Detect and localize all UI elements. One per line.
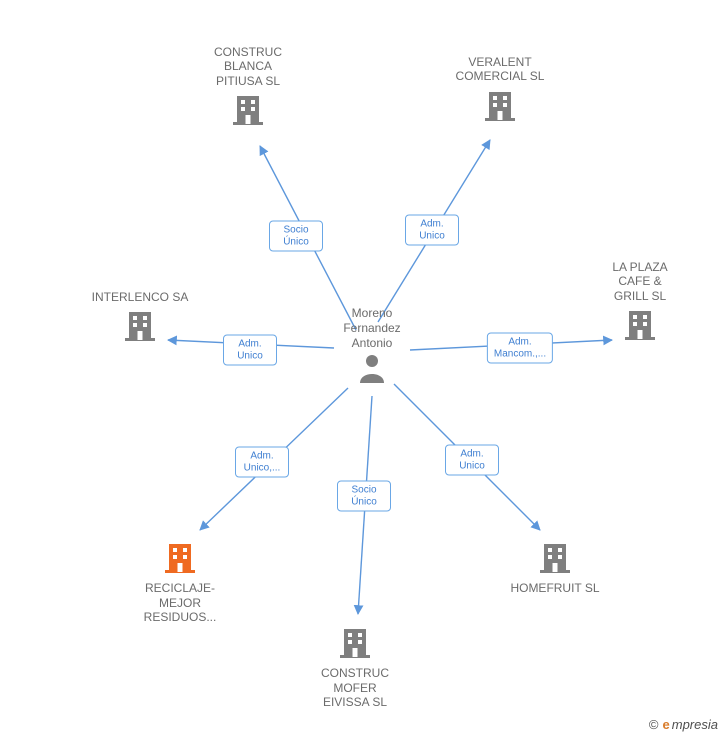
company-node-la-plaza-cafe-grill[interactable]: LA PLAZA CAFE & GRILL SL xyxy=(585,260,695,345)
company-label: CONSTRUC MOFER EIVISSA SL xyxy=(300,666,410,709)
center-label: Moreno Fernandez Antonio xyxy=(317,306,427,351)
company-node-reciclaje-mejor-residuos[interactable]: RECICLAJE- MEJOR RESIDUOS... xyxy=(125,540,235,625)
company-label: CONSTRUC BLANCA PITIUSA SL xyxy=(193,45,303,88)
building-icon xyxy=(538,563,572,577)
edge-label: Adm. Unico xyxy=(405,215,459,246)
brand-first-letter: e xyxy=(663,717,670,732)
edge-label: Socio Único xyxy=(269,221,323,252)
edge-label: Socio Único xyxy=(337,481,391,512)
center-person-node[interactable]: Moreno Fernandez Antonio xyxy=(317,306,427,387)
copyright-symbol: © xyxy=(649,717,659,732)
watermark: © empresia xyxy=(649,717,718,732)
building-icon xyxy=(623,330,657,344)
company-label: INTERLENCO SA xyxy=(85,290,195,304)
building-icon xyxy=(163,563,197,577)
company-node-interlenco[interactable]: INTERLENCO SA xyxy=(85,290,195,346)
company-label: VERALENT COMERCIAL SL xyxy=(445,55,555,84)
building-icon xyxy=(338,648,372,662)
edge-label: Adm. Unico,... xyxy=(235,447,289,478)
edge-label: Adm. Mancom.,... xyxy=(487,333,553,364)
company-node-veralent-comercial[interactable]: VERALENT COMERCIAL SL xyxy=(445,55,555,125)
edge-label: Adm. Unico xyxy=(445,445,499,476)
company-node-homefruit[interactable]: HOMEFRUIT SL xyxy=(500,540,610,596)
diagram-canvas: Moreno Fernandez Antonio CONSTRUC BLANCA… xyxy=(0,0,728,740)
company-label: LA PLAZA CAFE & GRILL SL xyxy=(585,260,695,303)
brand-rest: mpresia xyxy=(672,717,718,732)
building-icon xyxy=(231,115,265,129)
person-icon xyxy=(358,353,386,383)
company-node-construc-mofer-eivissa[interactable]: CONSTRUC MOFER EIVISSA SL xyxy=(300,625,410,710)
company-node-construc-blanca-pitiusa[interactable]: CONSTRUC BLANCA PITIUSA SL xyxy=(193,45,303,130)
company-label: RECICLAJE- MEJOR RESIDUOS... xyxy=(125,581,235,624)
building-icon xyxy=(123,331,157,345)
building-icon xyxy=(483,111,517,125)
edge-label: Adm. Unico xyxy=(223,335,277,366)
company-label: HOMEFRUIT SL xyxy=(500,581,610,595)
